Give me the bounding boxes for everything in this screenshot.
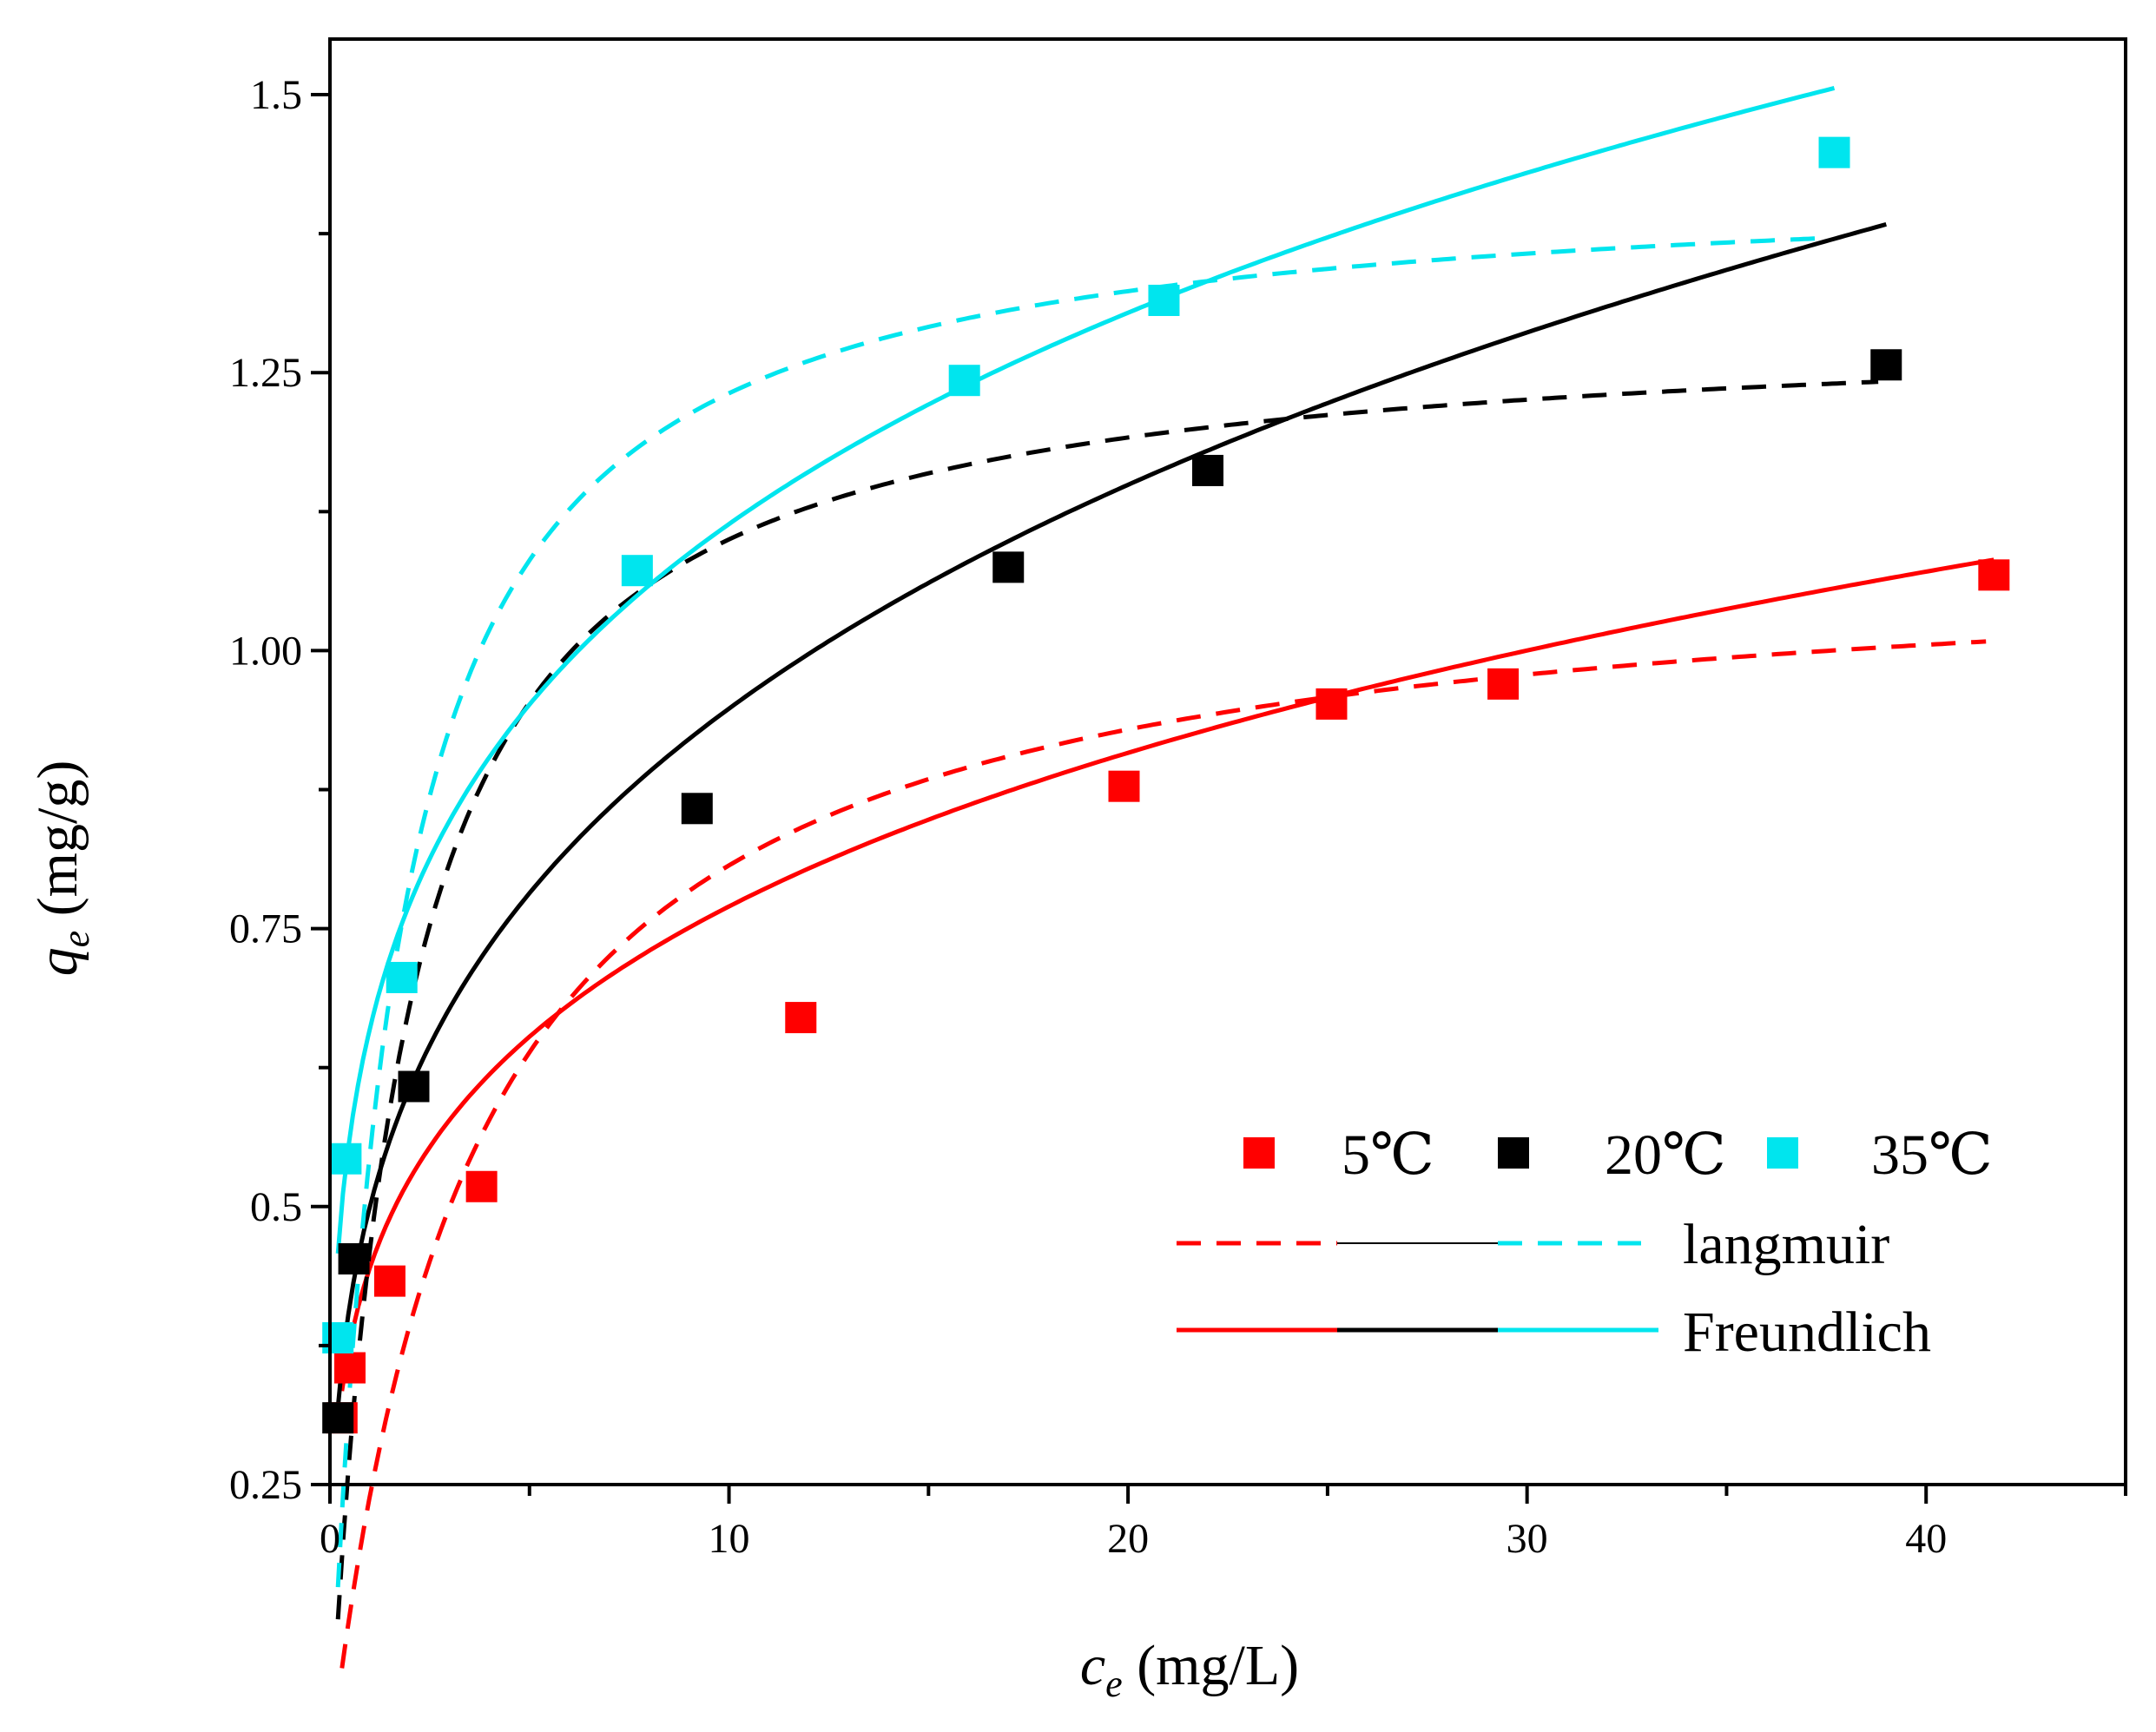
x-axis-var: c [1080, 1634, 1105, 1697]
y-axis-unit: (mg/g) [26, 761, 89, 931]
legend-langmuir-label: langmuir [1683, 1213, 1889, 1276]
y-tick-label: 1.5 [250, 72, 302, 118]
legend-label-5c: 5℃ [1342, 1123, 1434, 1187]
data-point-20c [682, 793, 713, 824]
data-point-20c [339, 1243, 370, 1274]
x-tick-label: 10 [709, 1516, 750, 1562]
freundlich-curve-20c [338, 224, 1886, 1406]
y-tick-label: 0.5 [250, 1184, 302, 1230]
x-tick-label: 30 [1507, 1516, 1548, 1562]
data-point-20c [992, 551, 1024, 583]
y-tick-label: 0.25 [229, 1462, 302, 1508]
x-axis-title: ce (mg/L) [1080, 1634, 1299, 1705]
langmuir-curve-5c [342, 642, 1986, 1669]
fit-curves [338, 88, 1994, 1668]
data-point-5c [1109, 771, 1140, 802]
x-axis-unit: (mg/L) [1123, 1634, 1299, 1697]
y-axis-title: qe (mg/g) [26, 761, 97, 977]
data-point-5c [1978, 559, 2009, 590]
data-point-20c [399, 1070, 430, 1102]
freundlich-curve-35c [338, 88, 1834, 1253]
y-tick-label: 0.75 [229, 906, 302, 952]
data-point-5c [466, 1171, 498, 1202]
x-axis-sub: e [1105, 1663, 1123, 1705]
legend-marker-5c [1243, 1137, 1275, 1169]
x-tick-label: 0 [320, 1516, 340, 1562]
y-tick-label: 1.25 [229, 350, 302, 396]
data-point-20c [1192, 455, 1223, 486]
langmuir-curve-35c [338, 239, 1818, 1588]
data-point-5c [1487, 668, 1519, 700]
isotherm-chart: 0 10 20 30 40 0.250.50.751.001.251.5 qe (mg/… [0, 0, 2156, 1732]
y-axis-sub: e [55, 931, 97, 948]
data-point-5c [334, 1353, 366, 1384]
x-tick-label: 40 [1905, 1516, 1947, 1562]
data-point-20c [1870, 349, 1902, 380]
legend: 5℃ 20℃ 35℃ langmuir Freundlich [1177, 1123, 1993, 1364]
data-point-20c [322, 1402, 353, 1433]
legend-freundlich-label: Freundlich [1683, 1301, 1931, 1364]
data-point-5c [374, 1266, 405, 1297]
y-axis-var: q [26, 947, 89, 976]
x-tick-label: 20 [1107, 1516, 1149, 1562]
legend-marker-35c [1767, 1137, 1798, 1169]
data-point-35c [949, 365, 980, 396]
langmuir-curve-20c [338, 382, 1878, 1620]
data-point-35c [1148, 285, 1179, 316]
data-point-35c [622, 555, 653, 586]
data-point-35c [330, 1143, 361, 1175]
legend-marker-20c [1498, 1137, 1529, 1169]
legend-label-35c: 35℃ [1871, 1123, 1993, 1187]
data-point-5c [1315, 688, 1347, 720]
y-tick-label: 1.00 [229, 628, 302, 674]
legend-label-20c: 20℃ [1605, 1123, 1726, 1187]
data-point-5c [785, 1002, 816, 1033]
y-axis: 0.25 0.5 0.75 1.00 1.25 1.5 [229, 72, 330, 1508]
x-axis: 0 10 20 30 40 [320, 1485, 2126, 1562]
data-point-35c [1819, 137, 1850, 168]
data-point-35c [386, 962, 418, 993]
data-point-35c [322, 1322, 353, 1353]
